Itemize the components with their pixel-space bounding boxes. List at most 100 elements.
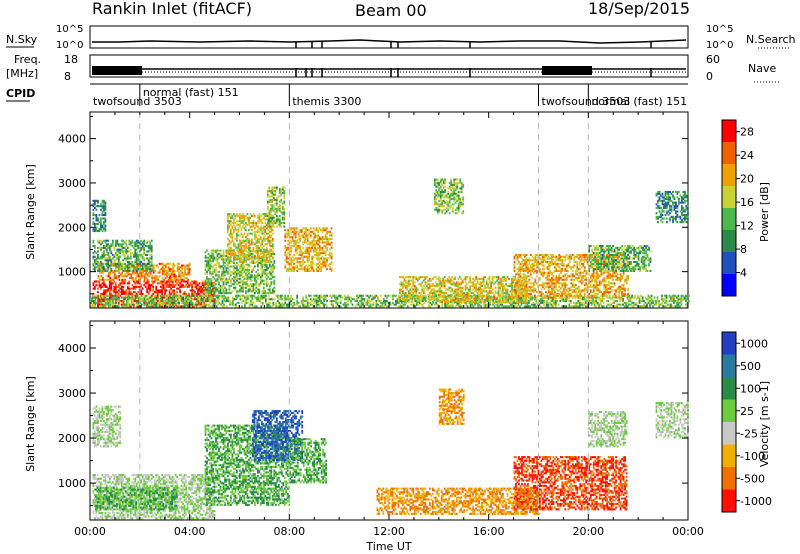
scatter-region (655, 190, 689, 224)
cpid-label: CPID (6, 87, 35, 100)
cpid-segment-label: normal (fast) 151 (143, 86, 239, 99)
scatter-region (92, 405, 122, 448)
nave-label: Nave (748, 62, 776, 75)
colorbar-swatch (722, 164, 736, 187)
ytick-label: 4000 (58, 133, 86, 146)
nsky-label: N.Sky (6, 33, 38, 46)
colorbar-swatch (722, 252, 736, 275)
colorbar-tick-label: 1000 (740, 337, 768, 350)
power-colorbar-label: Power [dB] (758, 182, 771, 242)
colorbar-swatch (722, 489, 736, 513)
colorbar-tick-label: -500 (740, 472, 765, 485)
nsearch-label: N.Search (746, 33, 796, 46)
power-panel: 1000 2000 3000 4000 (58, 111, 690, 309)
colorbar-swatch (722, 377, 736, 400)
nsky-trace (92, 39, 687, 44)
power-ylabel: Slant Range [km] (24, 164, 37, 260)
scatter-region (289, 438, 327, 484)
colorbar-swatch (722, 399, 736, 423)
velocity-colorbar: 1000 500 100 25 -25 -100 -500 -1000 (721, 331, 772, 513)
freq-label-top: Freq. (14, 53, 41, 66)
colorbar-swatch (722, 120, 736, 143)
colorbar-swatch (722, 186, 736, 209)
xtick-label: 00:00 (74, 525, 106, 538)
nsky-dropouts (295, 42, 652, 48)
colorbar-swatch (722, 142, 736, 165)
colorbar-tick-label: -1000 (740, 495, 772, 508)
freq-tick-top: 18 (64, 53, 78, 66)
colorbar-swatch (722, 422, 736, 445)
colorbar-tick-label: -100 (740, 450, 765, 463)
backscatter-cells (92, 388, 689, 520)
colorbar-frame (721, 119, 737, 297)
scatter-region (266, 186, 286, 228)
colorbar-frame (721, 331, 737, 513)
ytick-label: 4000 (58, 342, 86, 355)
nsearch-tick-bottom: 10^0 (706, 40, 733, 51)
station-title: Rankin Inlet (fitACF) (92, 0, 252, 18)
cpid-segment-label: twofsound 3503 (93, 95, 182, 108)
colorbar-swatch (722, 467, 736, 490)
scatter-region (92, 199, 107, 233)
scatter-region (588, 411, 628, 448)
nsky-tick-top: 10^5 (56, 24, 83, 35)
velocity-colorbar-label: Velocity [m s-1] (758, 381, 771, 467)
colorbar-swatch (722, 354, 736, 378)
freq-dropouts (295, 68, 652, 77)
colorbar-tick-label: 24 (740, 149, 754, 162)
freq-panel (89, 54, 689, 78)
xtick-label: 20:00 (572, 525, 604, 538)
nave-tick-bottom: 0 (706, 70, 713, 83)
velocity-ylabel: Slant Range [km] (24, 376, 37, 472)
xtick-label: 16:00 (473, 525, 505, 538)
colorbar-tick-label: 100 (740, 382, 761, 395)
ytick-label: 1000 (58, 266, 86, 279)
colorbar-tick-label: 8 (740, 243, 747, 256)
colorbar-swatch (722, 444, 736, 468)
scatter-region (588, 245, 652, 272)
nave-tick-top: 60 (706, 53, 720, 66)
cpid-segment-label: normal (fast) 151 (591, 95, 687, 108)
colorbar-tick-label: 16 (740, 196, 754, 209)
velocity-panel: 1000 2000 3000 4000 00:00 04:00 08:00 12:00 16:0… (58, 320, 704, 538)
ytick-label: 1000 (58, 477, 86, 490)
xtick-label: 00:00 (672, 525, 704, 538)
colorbar-tick-label: 20 (740, 173, 754, 186)
colorbar-swatch (722, 274, 736, 297)
colorbar-tick-label: 28 (740, 126, 754, 139)
scatter-region (90, 294, 690, 308)
backscatter-cells (90, 178, 690, 308)
scatter-region (438, 388, 465, 425)
xtick-label: 12:00 (373, 525, 405, 538)
scatter-region (92, 239, 153, 272)
freq-label-bottom: [MHz] (6, 67, 38, 80)
colorbar-tick-label: 12 (740, 220, 754, 233)
xtick-label: 04:00 (174, 525, 206, 538)
power-colorbar: 4 8 12 16 20 24 28 (721, 119, 754, 297)
nsearch-tick-top: 10^5 (706, 24, 733, 35)
scatter-region (227, 213, 274, 264)
ytick-label: 3000 (58, 177, 86, 190)
scatter-region (655, 402, 689, 439)
ytick-label: 2000 (58, 221, 86, 234)
freq-block-1 (92, 66, 142, 75)
colorbar-tick-label: 500 (740, 360, 761, 373)
colorbar-swatch (722, 208, 736, 231)
nsky-panel (89, 25, 689, 49)
beam-title: Beam 00 (355, 1, 427, 20)
scatter-region (433, 178, 465, 215)
colorbar-swatch (722, 230, 736, 253)
scatter-region (252, 410, 304, 461)
ytick-label: 2000 (58, 432, 86, 445)
nsky-tick-bottom: 10^0 (56, 40, 83, 51)
scatter-region (95, 486, 178, 511)
xtick-label: 08:00 (273, 525, 305, 538)
date-title: 18/Sep/2015 (588, 0, 690, 18)
colorbar-tick-label: -25 (740, 427, 758, 440)
ytick-label: 3000 (58, 387, 86, 400)
cpid-segment-label: themis 3300 (292, 95, 361, 108)
time-xlabel: Time UT (365, 540, 411, 553)
colorbar-swatch (722, 332, 736, 355)
